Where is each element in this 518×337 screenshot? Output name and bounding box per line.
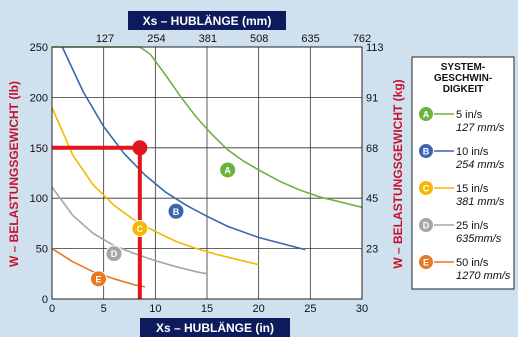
left-axis-title: W – BELASTUNGSGEWICHT (lb)	[7, 81, 21, 267]
legend-title-line: DIGKEIT	[443, 84, 484, 95]
curve-marker-letter: C	[137, 224, 144, 234]
bottom-axis-title: Xs – HUBLÄNGE (in)	[156, 320, 274, 335]
top-tick-label: 635	[301, 33, 319, 45]
curve-marker-c	[131, 219, 149, 237]
legend-marker	[418, 143, 434, 159]
x-tick-label: 20	[253, 303, 265, 315]
legend-label-sub: 127 mm/s	[456, 122, 505, 134]
legend-marker	[418, 106, 434, 122]
curve-c	[51, 107, 259, 266]
legend-marker-letter: A	[423, 110, 430, 120]
legend-label-sub: 1270 mm/s	[456, 270, 511, 282]
legend-box	[411, 56, 515, 290]
legend-label-sub: 381 mm/s	[456, 196, 505, 208]
top-tick-label: 254	[147, 33, 165, 45]
y-tick-label-right: 68	[366, 143, 378, 155]
plot-border	[51, 46, 363, 300]
legend-marker	[418, 217, 434, 233]
y-tick-label-left: 0	[42, 294, 48, 306]
curve-marker-letter: B	[173, 207, 180, 217]
x-tick-label: 30	[356, 303, 368, 315]
legend-marker	[418, 180, 434, 196]
y-tick-label-left: 100	[30, 193, 48, 205]
x-tick-label: 5	[101, 303, 107, 315]
y-tick-label-right: 113	[366, 42, 384, 54]
y-tick-label-left: 150	[30, 143, 48, 155]
y-tick-label-right: 45	[366, 193, 378, 205]
curve-marker-letter: D	[111, 249, 118, 259]
top-tick-label: 381	[199, 33, 217, 45]
legend-marker	[418, 254, 434, 270]
top-tick-label: 762	[353, 33, 371, 45]
curve-marker-a	[219, 161, 237, 179]
curve-marker-b	[167, 202, 185, 220]
legend-title-line: GESCHWIN-	[434, 73, 492, 84]
y-tick-label-right: 91	[366, 92, 378, 104]
y-tick-label-right: 23	[366, 244, 378, 256]
top-axis-title: Xs – HUBLÄNGE (mm)	[143, 13, 272, 28]
curve-marker-letter: A	[224, 165, 231, 175]
legend-marker-letter: D	[423, 221, 430, 231]
curve-marker-letter: E	[95, 274, 101, 284]
legend-marker-letter: E	[423, 258, 429, 268]
curve-marker-d	[105, 245, 123, 263]
legend-label-main: 5 in/s	[456, 109, 483, 121]
x-tick-label: 10	[149, 303, 161, 315]
highlight-point	[132, 140, 148, 156]
x-tick-label: 0	[49, 303, 55, 315]
legend-marker-letter: C	[423, 184, 430, 194]
curve-marker-e	[90, 270, 107, 288]
legend-label-sub: 254 mm/s	[455, 159, 505, 171]
x-tick-label: 15	[201, 303, 213, 315]
legend-label-main: 25 in/s	[456, 220, 489, 232]
legend-title-line: SYSTEM-	[441, 62, 485, 73]
x-tick-label: 25	[304, 303, 316, 315]
top-tick-label: 508	[250, 33, 268, 45]
curve-markers: A B C D E	[90, 161, 237, 288]
legend-marker-letter: B	[423, 147, 430, 157]
y-tick-label-left: 200	[30, 92, 48, 104]
legend-label-main: 50 in/s	[456, 257, 489, 269]
bottom-axis-title-bar	[140, 318, 290, 337]
curve-b	[61, 46, 306, 251]
right-axis-title: W – BELASTUNGSGEWICHT (kg)	[391, 79, 405, 268]
top-tick-label: 127	[96, 33, 114, 45]
curve-d	[51, 186, 208, 275]
legend-label-sub: 635mm/s	[456, 233, 502, 245]
y-tick-label-left: 50	[36, 244, 48, 256]
top-axis-title-bar	[128, 11, 286, 30]
ticks: 0 5 10 15 20 25 30 0 50 100 150 200 250 127 254 381 508 6…	[30, 33, 384, 315]
legend-label-main: 15 in/s	[456, 183, 489, 195]
y-tick-label-left: 250	[30, 42, 48, 54]
legend-label-main: 10 in/s	[456, 146, 489, 158]
curve-a	[52, 46, 363, 209]
